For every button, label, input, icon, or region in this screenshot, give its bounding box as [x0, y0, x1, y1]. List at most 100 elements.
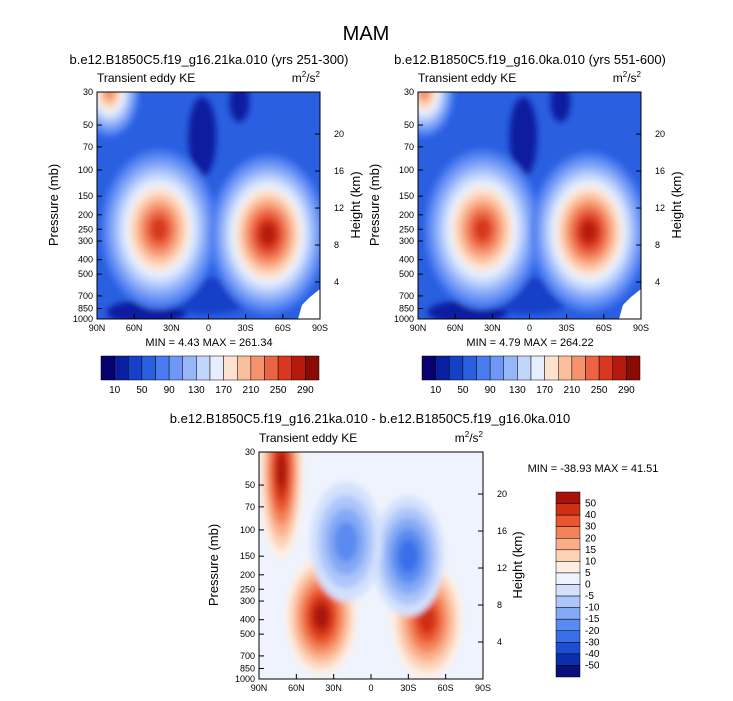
y-right-tick-label: 4: [497, 637, 502, 647]
y-right-tick-label: 12: [497, 563, 507, 573]
field-blob: [418, 92, 430, 100]
y-tick-label: 250: [399, 224, 414, 234]
colorbar-swatch: [462, 355, 477, 381]
colorbar-label: 40: [585, 510, 597, 521]
panel-2-units-label: m2/s2: [613, 70, 642, 85]
y-tick-label: 50: [245, 480, 255, 490]
figure-title: MAM: [343, 23, 390, 45]
colorbar-label: -30: [585, 637, 600, 648]
y-right-tick-label: 4: [334, 277, 339, 287]
field-blob: [418, 605, 436, 634]
colorbar-label: 210: [564, 385, 581, 396]
colorbar-label: 30: [585, 522, 597, 533]
colorbar-swatch: [223, 355, 238, 381]
y-tick-label: 30: [404, 87, 414, 97]
colorbar-swatch: [237, 355, 252, 381]
y-right-tick-label: 12: [655, 203, 665, 213]
y-tick-label: 70: [245, 502, 255, 512]
colorbar-swatch: [517, 355, 532, 381]
panel-3-title: b.e12.B1850C5.f19_g16.21ka.010 - b.e12.B…: [170, 411, 570, 426]
colorbar-label: 50: [136, 385, 148, 396]
panel-1-title: b.e12.B1850C5.f19_g16.21ka.010 (yrs 251-…: [70, 52, 349, 67]
field-blob: [229, 92, 250, 122]
colorbar-label: 50: [585, 499, 597, 510]
colorbar-swatch: [558, 355, 573, 381]
panel-3-units-label: m2/s2: [455, 430, 484, 445]
field-blob: [277, 452, 286, 489]
y-tick-label: 700: [78, 291, 93, 301]
colorbar-label: 290: [618, 385, 635, 396]
x-tick-label: 90N: [89, 323, 106, 333]
y-tick-label: 70: [83, 142, 93, 152]
panel-1: b.e12.B1850C5.f19_g16.21ka.010 (yrs 251-…: [46, 52, 363, 396]
colorbar-swatch: [544, 355, 559, 381]
colorbar-swatch: [555, 665, 581, 678]
y-right-tick-label: 12: [334, 203, 344, 213]
colorbar-swatch: [555, 642, 581, 655]
y-tick-label: 150: [399, 191, 414, 201]
y-tick-label: 850: [399, 303, 414, 313]
field-blob: [509, 96, 538, 177]
colorbar-label: 5: [585, 568, 591, 579]
colorbar-swatch: [598, 355, 613, 381]
y-tick-label: 300: [399, 236, 414, 246]
panel-3-ylabel: Pressure (mb): [206, 524, 221, 606]
x-tick-label: 30S: [559, 323, 575, 333]
colorbar-swatch: [555, 561, 581, 574]
panel-1-ylabel-right: Height (km): [348, 171, 363, 238]
y-tick-label: 200: [78, 210, 93, 220]
colorbar-swatch: [476, 355, 491, 381]
panel-2-axes: 90N 60N 30N 0 30S 60S 90S 30 50 70 100 150 200 250 300…: [394, 87, 665, 333]
colorbar-label: 10: [585, 556, 597, 567]
colorbar-label: 210: [243, 385, 260, 396]
field-blob: [314, 604, 329, 629]
x-tick-label: 90S: [633, 323, 649, 333]
y-right-tick-label: 4: [655, 277, 660, 287]
y-tick-label: 1000: [73, 314, 93, 324]
colorbar-swatch: [555, 491, 581, 504]
y-tick-label: 150: [240, 551, 255, 561]
colorbar-swatch: [128, 355, 143, 381]
y-tick-label: 400: [78, 255, 93, 265]
y-tick-label: 850: [78, 303, 93, 313]
ground-mask: [619, 289, 641, 319]
panel-3-axes: 90N 60N 30N 0 30S 60S 90S 30 50 70 100 150 200 250 300…: [235, 447, 507, 693]
x-tick-label: 90S: [475, 683, 491, 693]
colorbar-swatch: [555, 514, 581, 527]
panel-2-plot: [418, 92, 641, 319]
x-tick-label: 60S: [275, 323, 291, 333]
colorbar-swatch: [277, 355, 292, 381]
colorbar-swatch: [291, 355, 306, 381]
colorbar-swatch: [555, 618, 581, 631]
x-tick-label: 90S: [312, 323, 328, 333]
colorbar-swatch: [555, 607, 581, 620]
colorbar-swatch: [155, 355, 170, 381]
panel-3: b.e12.B1850C5.f19_g16.21ka.010 - b.e12.B…: [170, 411, 659, 693]
colorbar-swatch: [168, 355, 183, 381]
panel-2-stats: MIN = 4.79 MAX = 264.22: [466, 337, 593, 349]
y-right-tick-label: 16: [655, 166, 665, 176]
colorbar-swatch: [555, 630, 581, 643]
y-right-tick-label: 16: [334, 166, 344, 176]
x-tick-label: 0: [368, 683, 373, 693]
colorbar-swatch: [626, 355, 641, 381]
y-tick-label: 400: [399, 255, 414, 265]
colorbar-label: 90: [164, 385, 176, 396]
field-blob: [398, 539, 419, 573]
x-tick-label: 0: [206, 323, 211, 333]
colorbar-label: 170: [536, 385, 553, 396]
panel-1-colorbar: 10 50 90 130 170 210 250 290: [100, 355, 320, 396]
y-tick-label: 500: [78, 269, 93, 279]
colorbar-swatch: [489, 355, 504, 381]
colorbar-swatch: [209, 355, 224, 381]
panel-3-plot: [259, 452, 483, 679]
colorbar-swatch: [555, 526, 581, 539]
x-tick-label: 0: [527, 323, 532, 333]
field-blob: [188, 96, 217, 177]
y-tick-label: 300: [240, 596, 255, 606]
y-tick-label: 700: [399, 291, 414, 301]
field-blob: [581, 221, 597, 243]
colorbar-label: 20: [585, 533, 597, 544]
y-right-tick-label: 20: [497, 489, 507, 499]
colorbar-swatch: [555, 538, 581, 551]
